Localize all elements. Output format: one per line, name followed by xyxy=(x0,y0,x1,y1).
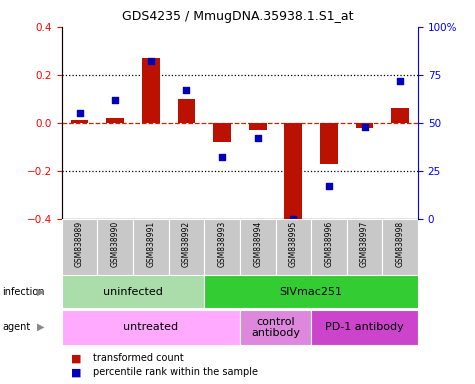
Text: agent: agent xyxy=(2,322,30,332)
Bar xyxy=(356,123,373,127)
Bar xyxy=(62,310,240,345)
Bar xyxy=(133,219,169,275)
Bar xyxy=(320,123,338,164)
Bar xyxy=(71,121,88,123)
Bar xyxy=(62,219,97,275)
Point xyxy=(396,78,404,84)
Point xyxy=(325,183,332,189)
Text: transformed count: transformed count xyxy=(93,353,183,363)
Text: ▶: ▶ xyxy=(37,287,44,297)
Text: PD-1 antibody: PD-1 antibody xyxy=(325,322,404,333)
Text: untreated: untreated xyxy=(123,322,179,333)
Text: ▶: ▶ xyxy=(37,322,44,332)
Bar xyxy=(178,99,195,123)
Text: infection: infection xyxy=(2,287,45,297)
Bar xyxy=(311,219,347,275)
Bar xyxy=(285,123,302,221)
Text: GSM838995: GSM838995 xyxy=(289,220,298,267)
Bar xyxy=(347,219,382,275)
Bar xyxy=(382,219,418,275)
Point xyxy=(111,97,119,103)
Text: percentile rank within the sample: percentile rank within the sample xyxy=(93,367,257,377)
Text: uninfected: uninfected xyxy=(103,287,163,297)
Point xyxy=(254,135,261,141)
Bar xyxy=(204,275,418,308)
Text: GSM838989: GSM838989 xyxy=(75,220,84,266)
Bar xyxy=(249,123,266,130)
Bar xyxy=(240,310,311,345)
Point xyxy=(289,216,297,222)
Bar xyxy=(169,219,204,275)
Point xyxy=(361,124,369,130)
Bar xyxy=(204,219,240,275)
Bar xyxy=(240,219,276,275)
Bar xyxy=(62,275,204,308)
Text: SIVmac251: SIVmac251 xyxy=(280,287,342,297)
Point xyxy=(147,58,155,65)
Text: ■: ■ xyxy=(71,353,85,363)
Text: GDS4235 / MmugDNA.35938.1.S1_at: GDS4235 / MmugDNA.35938.1.S1_at xyxy=(122,10,353,23)
Point xyxy=(76,110,84,116)
Text: GSM838992: GSM838992 xyxy=(182,220,191,266)
Text: GSM838990: GSM838990 xyxy=(111,220,120,267)
Bar xyxy=(391,109,409,123)
Bar xyxy=(97,219,133,275)
Text: GSM838993: GSM838993 xyxy=(218,220,227,267)
Text: GSM838991: GSM838991 xyxy=(146,220,155,266)
Bar xyxy=(213,123,231,142)
Text: ■: ■ xyxy=(71,367,85,377)
Point xyxy=(182,87,190,93)
Bar xyxy=(106,118,124,123)
Text: GSM838996: GSM838996 xyxy=(324,220,333,267)
Text: control
antibody: control antibody xyxy=(251,316,300,338)
Bar xyxy=(142,58,160,123)
Text: GSM838998: GSM838998 xyxy=(396,220,405,266)
Text: GSM838994: GSM838994 xyxy=(253,220,262,267)
Bar xyxy=(276,219,311,275)
Text: GSM838997: GSM838997 xyxy=(360,220,369,267)
Point xyxy=(218,154,226,161)
Bar xyxy=(311,310,418,345)
